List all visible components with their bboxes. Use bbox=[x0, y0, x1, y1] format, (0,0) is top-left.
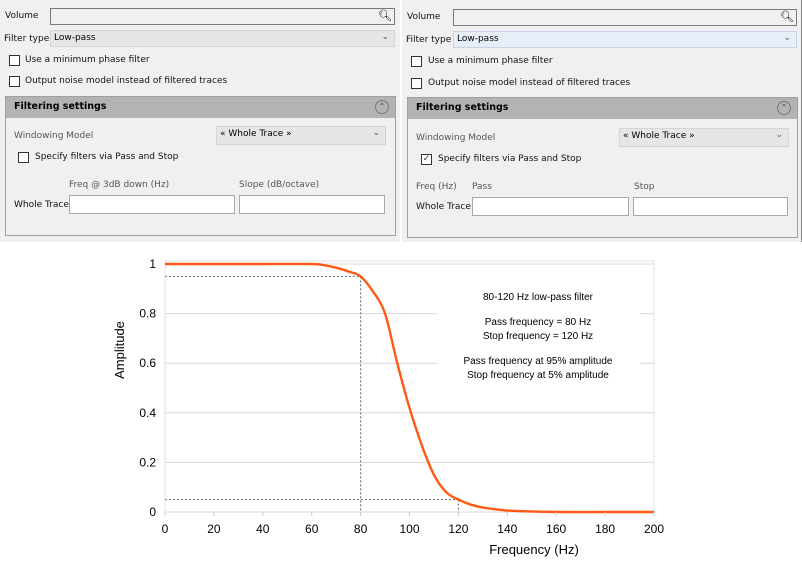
min-phase-checkbox[interactable] bbox=[9, 55, 20, 66]
group-title: Filtering settings bbox=[416, 102, 509, 113]
y-tick-label: 0 bbox=[149, 505, 156, 519]
filter-type-dropdown[interactable]: Low-pass ⌄ bbox=[50, 30, 395, 47]
annotation-stop-amplitude: Stop frequency at 5% amplitude bbox=[467, 370, 609, 381]
group-header[interactable]: Filtering settings ⌃ bbox=[6, 97, 395, 118]
filter-type-value: Low-pass bbox=[457, 34, 499, 44]
x-tick-label: 80 bbox=[354, 522, 368, 536]
volume-field[interactable]: 🔍︎ bbox=[453, 9, 797, 26]
check-icon: ✓ bbox=[422, 154, 431, 164]
whole-trace-label: Whole Trace bbox=[416, 202, 471, 212]
annotation-pass-frequency: Pass frequency = 80 Hz bbox=[485, 317, 591, 328]
annotation-title: 80-120 Hz low-pass filter bbox=[483, 292, 594, 303]
min-phase-checkbox[interactable] bbox=[411, 56, 422, 67]
x-tick-label: 60 bbox=[305, 522, 319, 536]
slope-input[interactable] bbox=[239, 195, 385, 214]
pass-stop-label: Specify filters via Pass and Stop bbox=[438, 154, 582, 164]
pass-stop-label: Specify filters via Pass and Stop bbox=[35, 152, 179, 162]
amplitude-curve bbox=[164, 262, 654, 514]
volume-label: Volume bbox=[407, 12, 441, 22]
x-tick-label: 20 bbox=[207, 522, 221, 536]
volume-field[interactable]: 🔍︎ bbox=[50, 8, 395, 25]
windowing-model-dropdown[interactable]: « Whole Trace » ⌄ bbox=[216, 126, 386, 145]
pass-header: Pass bbox=[472, 182, 492, 192]
y-tick-label: 0.6 bbox=[139, 356, 156, 370]
pass-stop-checkbox[interactable] bbox=[18, 152, 29, 163]
freq-3db-header: Freq @ 3dB down (Hz) bbox=[69, 180, 170, 190]
filter-type-dropdown[interactable]: Low-pass ⌄ bbox=[453, 31, 797, 48]
search-icon[interactable]: 🔍︎ bbox=[780, 10, 794, 23]
y-tick-label: 0.8 bbox=[139, 307, 156, 321]
annotation-stop-frequency: Stop frequency = 120 Hz bbox=[483, 331, 593, 342]
min-phase-label: Use a minimum phase filter bbox=[428, 56, 553, 66]
x-tick-label: 0 bbox=[162, 522, 169, 536]
x-tick-label: 40 bbox=[256, 522, 270, 536]
windowing-model-value: « Whole Trace » bbox=[220, 129, 292, 139]
pass-input[interactable] bbox=[472, 197, 629, 216]
filtering-settings-group: Filtering settings ⌃ Windowing Model « W… bbox=[5, 96, 396, 236]
noise-model-label: Output noise model instead of filtered t… bbox=[428, 78, 631, 88]
whole-trace-label: Whole Trace bbox=[14, 200, 69, 210]
volume-label: Volume bbox=[5, 11, 39, 21]
windowing-model-value: « Whole Trace » bbox=[623, 131, 695, 141]
y-tick-label: 0.2 bbox=[139, 455, 156, 469]
windowing-model-dropdown[interactable]: « Whole Trace » ⌄ bbox=[619, 128, 789, 147]
right-settings-panel: Volume 🔍︎ Filter type Low-pass ⌄ Use a m… bbox=[402, 0, 802, 242]
min-phase-label: Use a minimum phase filter bbox=[25, 55, 150, 65]
windowing-model-label: Windowing Model bbox=[416, 133, 496, 143]
x-tick-label: 160 bbox=[546, 522, 566, 536]
x-tick-label: 140 bbox=[497, 522, 517, 536]
stop-input[interactable] bbox=[633, 197, 788, 216]
filter-type-label: Filter type bbox=[406, 35, 452, 45]
chevron-down-icon: ⌄ bbox=[783, 33, 791, 43]
group-header[interactable]: Filtering settings ⌃ bbox=[408, 98, 797, 119]
x-axis-label: Frequency (Hz) bbox=[489, 542, 579, 557]
pass-stop-checkbox[interactable]: ✓ bbox=[421, 154, 432, 165]
noise-model-label: Output noise model instead of filtered t… bbox=[25, 76, 228, 86]
y-axis-label: Amplitude bbox=[112, 321, 127, 379]
double-chevron-up-icon[interactable]: ⌃ bbox=[375, 100, 389, 114]
filtering-settings-group: Filtering settings ⌃ Windowing Model « W… bbox=[407, 97, 798, 238]
y-tick-label: 0.4 bbox=[139, 406, 156, 420]
x-tick-label: 200 bbox=[644, 522, 664, 536]
noise-model-checkbox[interactable] bbox=[9, 76, 20, 87]
y-tick-label: 1 bbox=[149, 257, 156, 271]
x-tick-label: 180 bbox=[595, 522, 615, 536]
amplitude-chart: 0 0.2 0.4 0.6 0.8 1 0 20 40 60 80 100 120 140 160 180 20… bbox=[112, 257, 664, 557]
freq-hz-label: Freq (Hz) bbox=[416, 182, 457, 192]
windowing-model-label: Windowing Model bbox=[14, 131, 94, 141]
left-settings-panel: Volume 🔍︎ Filter type Low-pass ⌄ Use a m… bbox=[0, 0, 400, 242]
filter-type-value: Low-pass bbox=[54, 33, 96, 43]
x-tick-label: 120 bbox=[448, 522, 468, 536]
slope-header: Slope (dB/octave) bbox=[239, 180, 320, 190]
double-chevron-up-icon[interactable]: ⌃ bbox=[777, 101, 791, 115]
annotation-pass-amplitude: Pass frequency at 95% amplitude bbox=[464, 356, 613, 367]
filter-type-label: Filter type bbox=[4, 34, 50, 44]
chevron-down-icon: ⌄ bbox=[372, 128, 380, 138]
annotation-box bbox=[437, 285, 640, 380]
stop-header: Stop bbox=[634, 182, 655, 192]
x-tick-label: 100 bbox=[399, 522, 419, 536]
search-icon[interactable]: 🔍︎ bbox=[378, 9, 392, 22]
freq-3db-input[interactable] bbox=[69, 195, 235, 214]
noise-model-checkbox[interactable] bbox=[411, 78, 422, 89]
group-title: Filtering settings bbox=[14, 101, 107, 112]
chevron-down-icon: ⌄ bbox=[775, 130, 783, 140]
chevron-down-icon: ⌄ bbox=[381, 32, 389, 42]
